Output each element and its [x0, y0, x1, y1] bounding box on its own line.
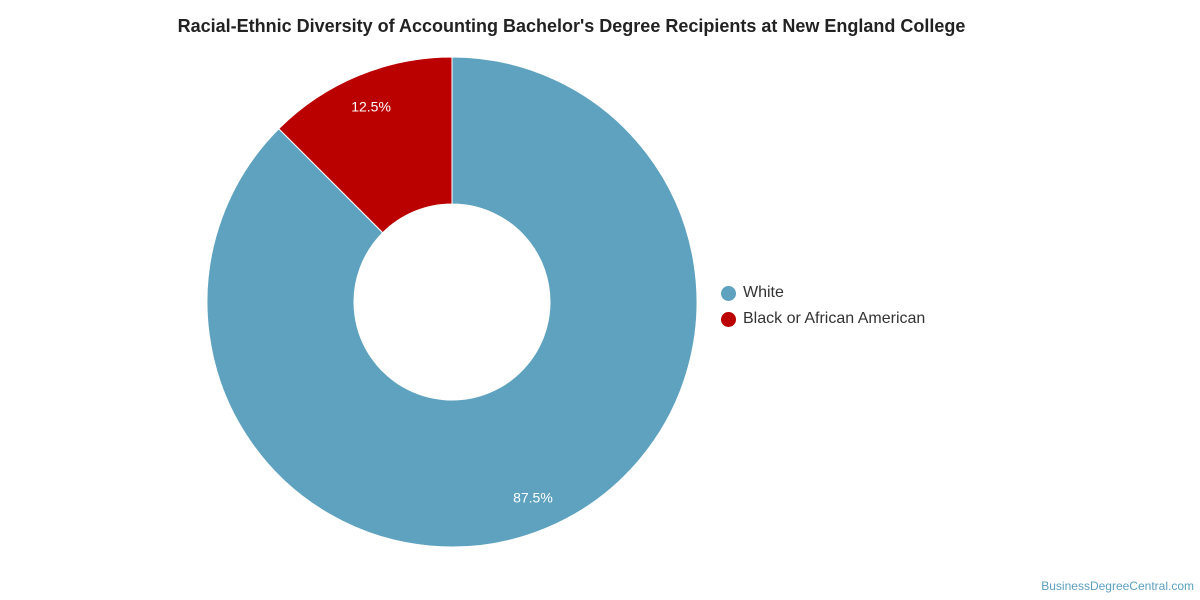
site-credit[interactable]: BusinessDegreeCentral.com — [1041, 579, 1194, 593]
legend: White Black or African American — [721, 280, 925, 332]
slice-white[interactable] — [206, 56, 698, 548]
legend-label-white: White — [743, 284, 784, 301]
data-label-black-or-african-american: 12.5% — [351, 99, 391, 115]
legend-item-black-or-african-american[interactable]: Black or African American — [721, 306, 925, 332]
legend-swatch-black-or-african-american — [721, 311, 736, 327]
legend-item-white[interactable]: White — [721, 280, 925, 306]
legend-label-black-or-african-american: Black or African American — [743, 310, 926, 327]
legend-swatch-white — [721, 285, 736, 301]
slice-black-or-african-american[interactable] — [278, 56, 453, 234]
data-label-white: 87.5% — [513, 489, 553, 505]
chart-title: Racial-Ethnic Diversity of Accounting Ba… — [177, 16, 966, 36]
